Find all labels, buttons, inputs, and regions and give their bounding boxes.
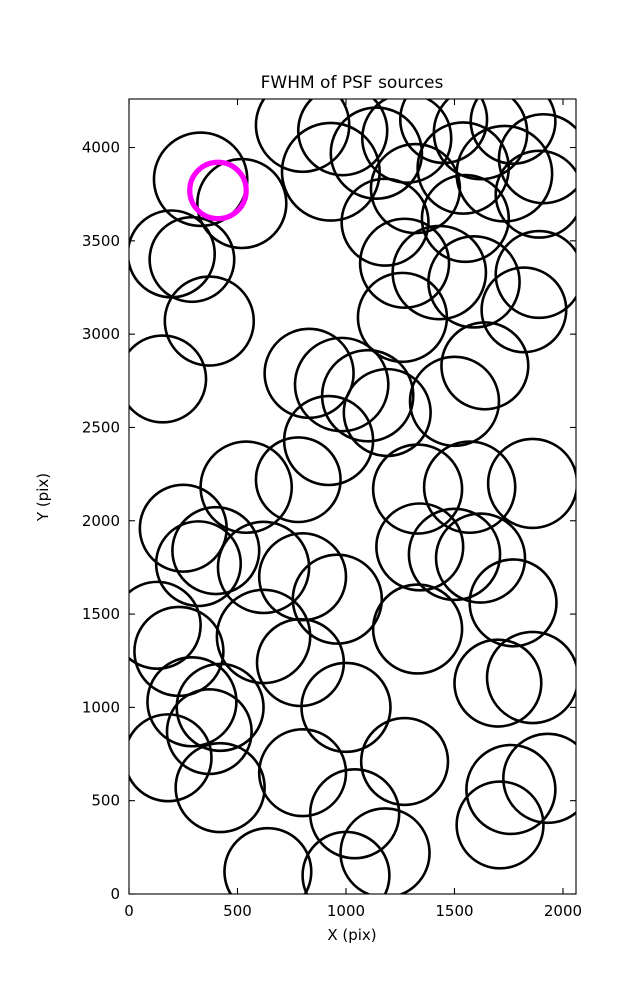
psf-source-marker (254, 99, 351, 174)
psf-source-marker (494, 229, 576, 320)
psf-source-marker (152, 131, 249, 228)
x-tick-label: 2000 (544, 902, 582, 920)
psf-source-marker (356, 271, 449, 364)
x-axis-label: X (pix) (327, 926, 376, 944)
psf-source-marker (359, 716, 450, 807)
psf-source-marker (129, 713, 213, 803)
psf-source-marker (196, 157, 288, 250)
psf-source-marker (360, 99, 453, 184)
psf-source-marker (434, 512, 527, 604)
psf-source-marker (494, 149, 576, 239)
psf-source-marker (254, 436, 342, 524)
psf-source-marker (329, 106, 424, 200)
x-tick-label: 500 (223, 902, 252, 920)
y-tick-label: 2500 (82, 418, 120, 436)
x-tick-label: 0 (124, 902, 134, 920)
psf-source-marker (469, 99, 557, 165)
psf-source-marker (300, 661, 392, 754)
psf-source-marker (391, 224, 488, 321)
psf-source-marker (358, 217, 451, 310)
psf-source-marker (257, 727, 348, 818)
selected-source-marker (187, 159, 249, 222)
psf-source-marker (422, 440, 517, 535)
y-tick-label: 2000 (82, 512, 120, 530)
y-axis-label: Y (pix) (34, 473, 52, 522)
psf-source-marker (174, 741, 266, 834)
source-markers-group (129, 99, 576, 894)
y-tick-label: 4000 (82, 139, 120, 157)
y-tick-label: 1500 (82, 605, 120, 623)
psf-source-marker (171, 505, 261, 596)
psf-source-marker (340, 177, 430, 267)
psf-source-marker (407, 507, 502, 602)
x-tick-label: 1500 (435, 902, 473, 920)
psf-source-marker (480, 266, 568, 354)
plot-background (129, 99, 576, 894)
y-tick-label: 1000 (82, 698, 120, 716)
psf-source-circles (129, 99, 576, 894)
psf-source-marker (296, 99, 389, 177)
psf-source-marker (408, 355, 501, 448)
psf-source-marker (146, 656, 238, 748)
psf-source-marker (485, 630, 576, 725)
highlighted-source-circle (187, 159, 249, 222)
y-tick-label: 3000 (82, 325, 120, 343)
psf-source-marker (371, 583, 464, 675)
psf-source-marker (497, 112, 576, 205)
y-tick-label: 0 (110, 885, 120, 903)
psf-source-marker (129, 334, 208, 424)
psf-source-marker (455, 780, 545, 870)
psf-source-marker (223, 826, 313, 894)
y-tick-label: 3500 (82, 232, 120, 250)
x-tick-label: 1000 (327, 902, 365, 920)
psf-source-marker (175, 662, 265, 753)
psf-source-marker (138, 483, 228, 573)
plot-area: 0 500 1000 1500 2000 0 500 1000 1500 2000 2500 300… (82, 98, 582, 920)
psf-source-marker (163, 275, 256, 367)
psf-source-marker (420, 173, 511, 264)
psf-source-marker (465, 743, 557, 836)
psf-source-marker (486, 437, 576, 530)
axes-frame (128, 98, 577, 895)
psf-source-marker (375, 502, 465, 592)
psf-source-marker (280, 121, 381, 222)
x-axis-ticks: 0 500 1000 1500 2000 (124, 99, 582, 920)
psf-source-marker (129, 580, 202, 670)
psf-source-marker (216, 520, 311, 615)
psf-source-marker (154, 520, 243, 608)
y-tick-label: 500 (91, 792, 120, 810)
psf-source-marker (339, 807, 431, 894)
psf-source-marker (416, 121, 511, 215)
psf-source-marker (440, 321, 530, 411)
chart-title: FWHM of PSF sources (261, 73, 444, 93)
psf-source-marker (293, 336, 390, 433)
psf-source-marker (308, 767, 401, 860)
psf-source-marker (468, 558, 558, 648)
psf-source-marker (453, 638, 543, 728)
psf-source-marker (371, 443, 464, 535)
y-axis-ticks: 0 500 1000 1500 2000 2500 3000 3500 4000 (82, 139, 576, 903)
psf-source-marker (148, 215, 236, 304)
psf-source-marker (502, 732, 576, 825)
